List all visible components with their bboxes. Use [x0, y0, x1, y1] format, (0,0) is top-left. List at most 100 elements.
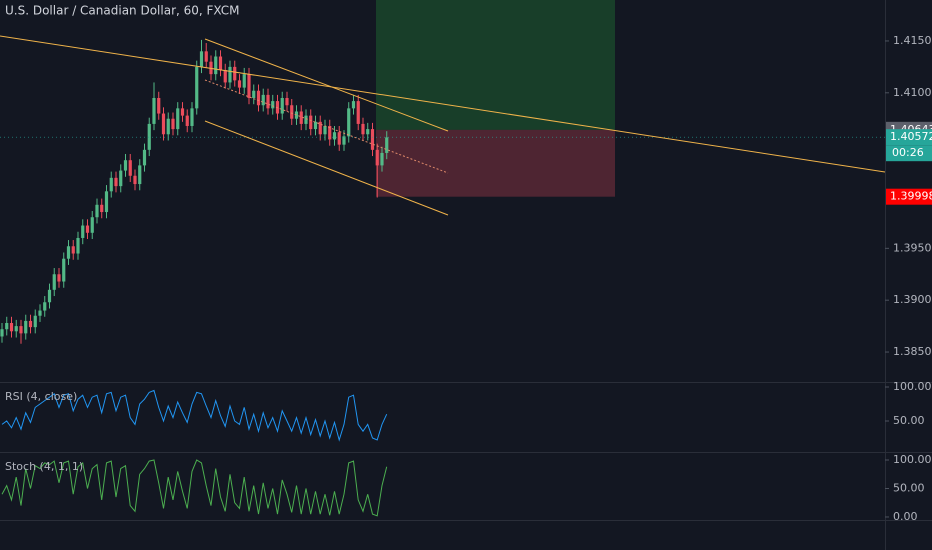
- y-tick-label: 1.41000: [893, 86, 932, 99]
- candle-body: [228, 66, 232, 83]
- candle-body: [161, 113, 166, 135]
- candle-body: [114, 177, 118, 187]
- candle-body: [33, 315, 37, 328]
- price-badge: [886, 188, 932, 205]
- candle-body: [176, 108, 180, 130]
- candle-body: [261, 94, 265, 106]
- candle-body: [190, 108, 194, 126]
- candle-body: [152, 97, 156, 124]
- candle-body: [252, 90, 256, 98]
- candle-body: [204, 51, 208, 62]
- candle-body: [5, 322, 9, 330]
- candle-body: [123, 160, 128, 171]
- candle-body: [366, 129, 370, 135]
- candle-body: [133, 175, 137, 185]
- position-box: [376, 0, 615, 197]
- candle-body: [104, 191, 109, 213]
- candle-body: [24, 320, 28, 334]
- candle-body: [52, 274, 56, 290]
- y-tick-label: 50.00: [893, 481, 925, 494]
- price-badge-label: 1.39998: [890, 190, 932, 203]
- candle-body: [285, 97, 289, 106]
- trend-line: [204, 120, 449, 216]
- candle-body: [9, 322, 14, 332]
- candle-body: [323, 125, 327, 135]
- stop-zone: [376, 129, 615, 197]
- candle-body: [290, 105, 294, 119]
- y-tick-label: 100.00: [893, 453, 932, 466]
- candle-body: [318, 121, 322, 135]
- y-tick-label: 0.00: [893, 510, 918, 523]
- candle-body: [71, 246, 75, 254]
- countdown-badge: [886, 145, 932, 162]
- candle-body: [347, 108, 351, 137]
- y-tick-label: 50.00: [893, 414, 925, 427]
- price-badge: [886, 129, 932, 146]
- candle-body: [128, 160, 132, 176]
- candle-body: [171, 118, 175, 130]
- candle-body: [62, 258, 66, 282]
- candle-body: [247, 74, 251, 98]
- candle-body: [109, 177, 113, 192]
- trend-line: [204, 38, 449, 132]
- candle-body: [19, 326, 23, 334]
- price-badge-label: 1.40572: [890, 130, 932, 143]
- candle-body: [85, 225, 90, 233]
- candle-body: [28, 320, 33, 328]
- candle-body: [385, 137, 389, 153]
- candle-body: [43, 302, 47, 311]
- mid-line: [204, 79, 449, 174]
- candle-body: [332, 132, 337, 140]
- pane-title: Stoch (4, 1, 1): [5, 460, 83, 473]
- candle-body: [180, 108, 185, 116]
- candle-body: [266, 94, 270, 109]
- candle-body: [119, 170, 123, 187]
- candle-body: [380, 152, 384, 166]
- candle-body: [100, 204, 104, 213]
- y-tick-label: 1.39000: [893, 293, 932, 306]
- candle-body: [218, 56, 223, 70]
- candle-body: [38, 310, 42, 316]
- candle-body: [66, 246, 71, 259]
- candle-body: [242, 74, 246, 88]
- candle-body: [90, 217, 94, 233]
- axes: 1.415001.410001.395001.390001.385001.406…: [885, 34, 932, 523]
- plot: [0, 39, 885, 517]
- candle-body: [337, 132, 341, 145]
- candle-body: [223, 69, 227, 83]
- countdown: 00:26: [892, 146, 924, 159]
- candle-body: [299, 111, 303, 124]
- candle-body: [237, 80, 242, 88]
- trend-line: [0, 35, 886, 173]
- candle-body: [199, 51, 204, 67]
- candle-body: [356, 101, 360, 124]
- candle-body: [271, 101, 275, 109]
- candle-body: [309, 115, 313, 130]
- indicator-line: [1, 459, 388, 517]
- candle-body: [14, 326, 18, 332]
- candle-body: [342, 136, 346, 145]
- candle-body: [351, 101, 356, 109]
- candle-body: [166, 118, 170, 135]
- candle-body: [76, 237, 80, 254]
- pane-title: RSI (4, close): [5, 390, 77, 403]
- candle-body: [256, 90, 261, 106]
- candle-body: [375, 149, 379, 166]
- candle-body: [280, 97, 284, 114]
- target-zone: [376, 0, 615, 130]
- candle-body: [361, 123, 365, 135]
- y-tick-label: 100.00: [893, 380, 932, 393]
- candle-body: [95, 204, 99, 218]
- candle-body: [147, 123, 151, 150]
- candle-body: [328, 125, 332, 140]
- candle-body: [47, 289, 52, 303]
- candle-body: [0, 329, 4, 337]
- candle-body: [142, 149, 147, 166]
- candle-body: [233, 66, 237, 81]
- candle-body: [157, 97, 161, 114]
- chart-title: U.S. Dollar / Canadian Dollar, 60, FXCM: [5, 4, 240, 18]
- candle-body: [185, 115, 189, 126]
- y-tick-label: 1.39500: [893, 241, 932, 254]
- candle-body: [214, 56, 218, 75]
